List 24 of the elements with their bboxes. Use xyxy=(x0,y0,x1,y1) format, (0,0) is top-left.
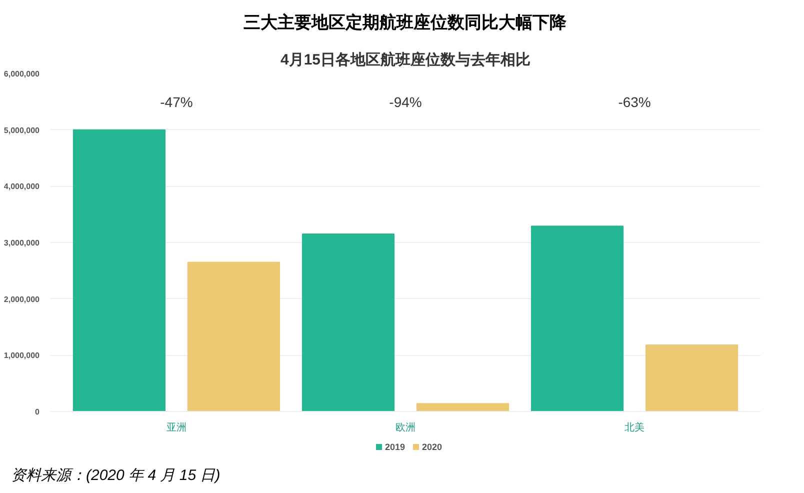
legend-label: 2020 xyxy=(422,442,442,452)
x-tick-label: 北美 xyxy=(624,422,645,434)
bar xyxy=(72,129,166,412)
annotation: -94% xyxy=(389,94,422,110)
annotation: -63% xyxy=(618,94,651,110)
bar xyxy=(416,403,510,412)
bar xyxy=(645,344,738,412)
annotation: -47% xyxy=(160,94,193,110)
y-tick-label: 3,000,000 xyxy=(4,238,40,248)
y-tick-label: 1,000,000 xyxy=(4,351,40,360)
bar xyxy=(302,234,395,412)
bar xyxy=(187,262,280,412)
text: 资料来源：(2020 年 4 月 15 日) xyxy=(11,466,220,486)
y-tick-label: 6,000,000 xyxy=(4,70,40,78)
y-tick-label: 2,000,000 xyxy=(4,294,40,304)
x-tick-label: 欧洲 xyxy=(396,422,416,434)
chart-title: 三大主要地区定期航班座位数同比大幅下降 xyxy=(244,12,566,34)
y-tick-label: 4,000,000 xyxy=(4,182,40,192)
bar xyxy=(530,226,624,412)
chart-subtitle: 4月15日各地区航班座位数与去年相比 xyxy=(280,50,531,68)
y-tick-label: 0 xyxy=(35,408,40,416)
legend-label: 2019 xyxy=(384,442,405,452)
x-tick-label: 亚洲 xyxy=(166,422,186,434)
y-tick-label: 5,000,000 xyxy=(4,126,40,135)
